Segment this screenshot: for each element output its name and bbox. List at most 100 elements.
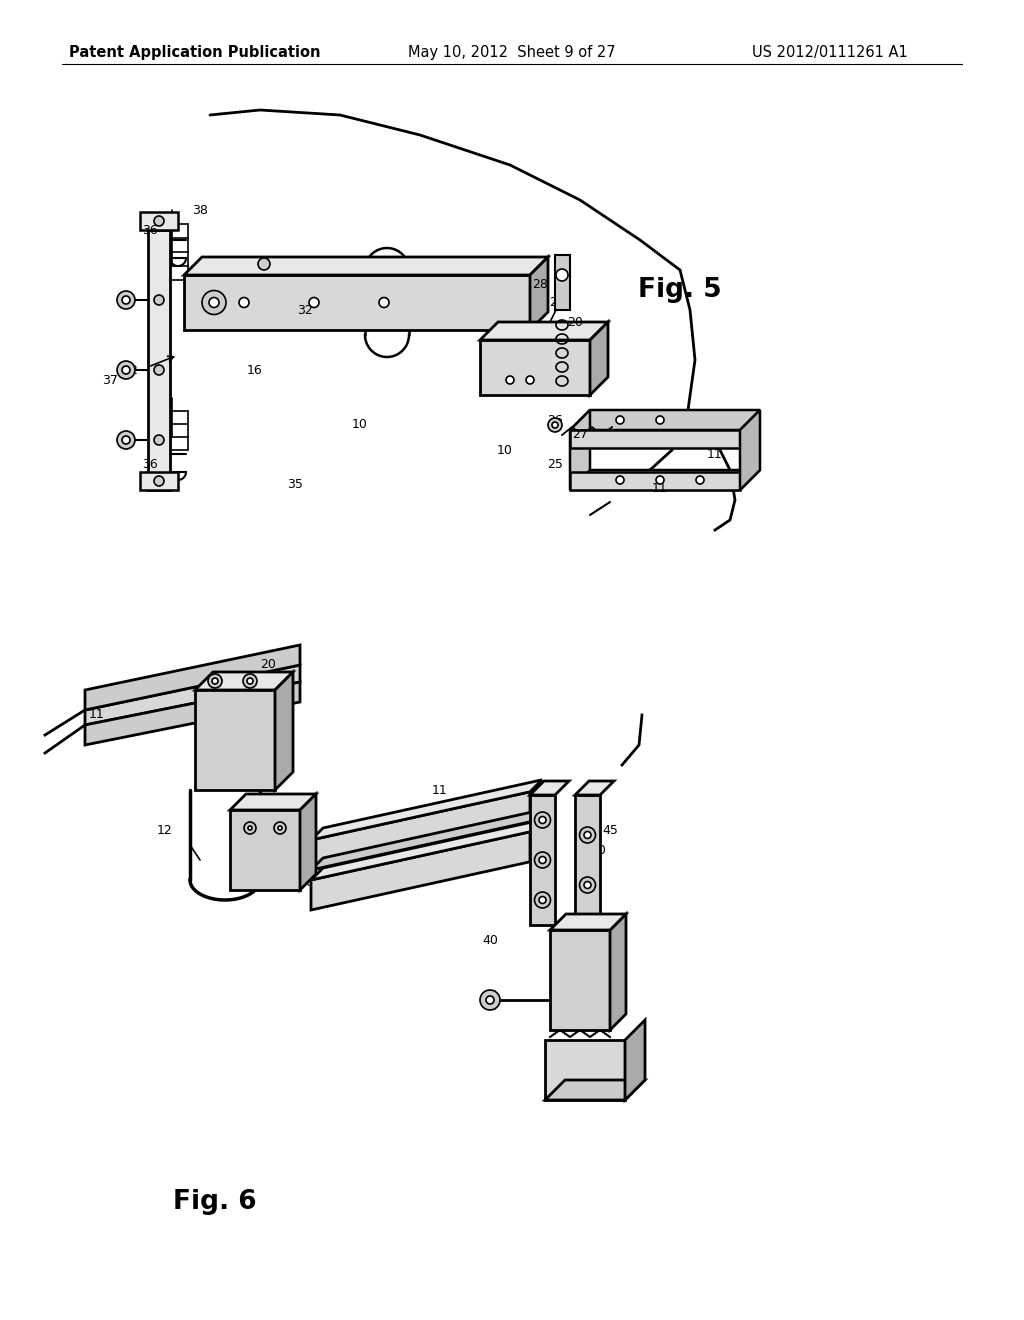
Circle shape xyxy=(154,216,164,226)
Text: 25: 25 xyxy=(547,458,563,471)
Polygon shape xyxy=(570,430,740,447)
Text: 20: 20 xyxy=(260,659,275,672)
Circle shape xyxy=(539,857,546,863)
Circle shape xyxy=(208,675,222,688)
Circle shape xyxy=(539,896,546,903)
Circle shape xyxy=(122,366,130,374)
Polygon shape xyxy=(545,1040,625,1100)
Polygon shape xyxy=(740,411,760,490)
Text: 16: 16 xyxy=(247,363,263,376)
Polygon shape xyxy=(530,781,569,795)
Text: 12: 12 xyxy=(157,824,173,837)
Polygon shape xyxy=(555,255,570,310)
Circle shape xyxy=(117,432,135,449)
Polygon shape xyxy=(545,1080,645,1100)
Polygon shape xyxy=(530,257,548,330)
Text: 20: 20 xyxy=(567,315,583,329)
Polygon shape xyxy=(311,820,542,880)
Text: Patent Application Publication: Patent Application Publication xyxy=(70,45,321,59)
Text: 27: 27 xyxy=(572,428,588,441)
Circle shape xyxy=(696,477,705,484)
Text: 40: 40 xyxy=(482,933,498,946)
Text: 36: 36 xyxy=(142,458,158,471)
Circle shape xyxy=(117,290,135,309)
Text: 37: 37 xyxy=(102,374,118,387)
Polygon shape xyxy=(85,645,300,710)
Circle shape xyxy=(616,416,624,424)
Text: 38: 38 xyxy=(193,203,208,216)
Polygon shape xyxy=(550,913,626,931)
Circle shape xyxy=(535,851,551,869)
Polygon shape xyxy=(570,411,760,430)
Text: 2: 2 xyxy=(129,363,137,376)
Polygon shape xyxy=(311,809,542,870)
Polygon shape xyxy=(570,473,740,490)
Text: US 2012/0111261 A1: US 2012/0111261 A1 xyxy=(752,45,908,59)
Circle shape xyxy=(548,418,562,432)
Circle shape xyxy=(154,294,164,305)
Circle shape xyxy=(379,297,389,308)
Text: 15: 15 xyxy=(567,1019,583,1031)
Circle shape xyxy=(274,822,286,834)
Polygon shape xyxy=(311,832,530,909)
Circle shape xyxy=(258,257,270,271)
Text: 45: 45 xyxy=(602,824,617,837)
Polygon shape xyxy=(85,682,300,744)
Circle shape xyxy=(244,822,256,834)
Polygon shape xyxy=(485,993,498,1008)
Text: 26: 26 xyxy=(547,413,563,426)
Polygon shape xyxy=(195,672,293,690)
Circle shape xyxy=(539,817,546,824)
Text: 11: 11 xyxy=(89,709,104,722)
Polygon shape xyxy=(530,795,555,925)
Circle shape xyxy=(526,376,534,384)
Text: 11: 11 xyxy=(432,784,447,796)
Text: 20: 20 xyxy=(590,843,606,857)
Circle shape xyxy=(584,832,591,838)
Circle shape xyxy=(656,416,664,424)
Circle shape xyxy=(154,477,164,486)
Text: 29: 29 xyxy=(549,296,565,309)
Text: 32: 32 xyxy=(297,304,313,317)
Polygon shape xyxy=(575,781,614,795)
Circle shape xyxy=(656,477,664,484)
Circle shape xyxy=(580,876,596,894)
Text: Fig. 6: Fig. 6 xyxy=(173,1189,257,1214)
Circle shape xyxy=(212,678,218,684)
Text: 13: 13 xyxy=(602,1078,617,1092)
Polygon shape xyxy=(230,810,300,890)
Polygon shape xyxy=(148,230,170,490)
Circle shape xyxy=(278,826,282,830)
Polygon shape xyxy=(625,1020,645,1100)
Polygon shape xyxy=(300,795,316,890)
Circle shape xyxy=(556,269,568,281)
Circle shape xyxy=(243,675,257,688)
Circle shape xyxy=(122,436,130,444)
Text: May 10, 2012  Sheet 9 of 27: May 10, 2012 Sheet 9 of 27 xyxy=(409,45,615,59)
Circle shape xyxy=(122,296,130,304)
Text: 11: 11 xyxy=(708,449,723,462)
Polygon shape xyxy=(590,322,608,395)
Circle shape xyxy=(209,297,219,308)
Polygon shape xyxy=(570,470,760,490)
Polygon shape xyxy=(140,473,178,490)
Text: 11: 11 xyxy=(652,482,668,495)
Circle shape xyxy=(247,678,253,684)
Circle shape xyxy=(580,828,596,843)
Text: 10: 10 xyxy=(497,444,513,457)
Polygon shape xyxy=(195,690,275,789)
Polygon shape xyxy=(480,341,590,395)
Polygon shape xyxy=(230,795,316,810)
Polygon shape xyxy=(610,913,626,1030)
Circle shape xyxy=(202,290,226,314)
Circle shape xyxy=(486,997,494,1005)
Text: 35: 35 xyxy=(287,479,303,491)
Polygon shape xyxy=(480,322,608,341)
Text: 32: 32 xyxy=(502,825,518,838)
Polygon shape xyxy=(184,275,530,330)
Circle shape xyxy=(535,812,551,828)
Text: 10: 10 xyxy=(352,418,368,432)
Polygon shape xyxy=(184,257,548,275)
Polygon shape xyxy=(550,931,610,1030)
Polygon shape xyxy=(575,795,600,925)
